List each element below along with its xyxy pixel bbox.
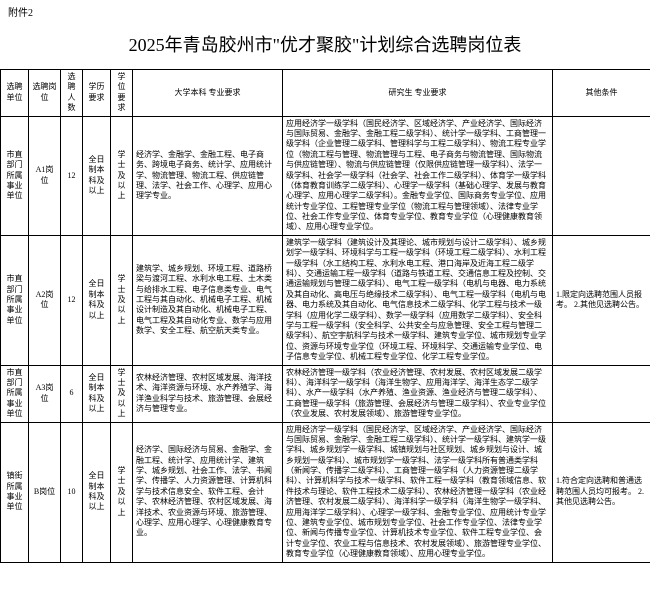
cell-count: 10 bbox=[61, 422, 83, 562]
position-table: 选聘单位 选聘岗位 选聘人数 学历要求 学位要求 大学本科 专业要求 研究生 专… bbox=[0, 69, 650, 563]
table-row: 市直部门所属事业单位 A2岗位 12 全日制本科及以上 学士及以上 建筑学、城乡… bbox=[1, 235, 650, 365]
cell-unit: 市直部门所属事业单位 bbox=[1, 235, 29, 365]
cell-other: 1.限定向选聘范围人员报考。 2.其他见选聘公告。 bbox=[553, 235, 650, 365]
cell-position: A2岗位 bbox=[29, 235, 61, 365]
cell-education: 全日制本科及以上 bbox=[83, 365, 111, 422]
cell-count: 12 bbox=[61, 235, 83, 365]
cell-other: 1.符合定向选聘和普通选聘范围人员均可报考。 2.其他见选聘公告。 bbox=[553, 422, 650, 562]
table-header-row: 选聘单位 选聘岗位 选聘人数 学历要求 学位要求 大学本科 专业要求 研究生 专… bbox=[1, 70, 650, 117]
attachment-label: 附件2 bbox=[0, 0, 650, 23]
header-other: 其他条件 bbox=[553, 70, 650, 117]
cell-undergrad: 农林经济管理、农村区域发展、海洋技术、海洋资源与环境、水产养殖学、海洋渔业科学与… bbox=[133, 365, 283, 422]
cell-unit: 镇街所属事业单位 bbox=[1, 422, 29, 562]
table-row: 镇街所属事业单位 B岗位 10 全日制本科及以上 学士及以上 经济学、国际经济与… bbox=[1, 422, 650, 562]
cell-unit: 市直部门所属事业单位 bbox=[1, 365, 29, 422]
cell-education: 全日制本科及以上 bbox=[83, 422, 111, 562]
cell-undergrad: 经济学、金融学、金融工程、电子商务、跨境电子商务、统计学、应用统计学、物流管理、… bbox=[133, 116, 283, 235]
cell-degree: 学士及以上 bbox=[111, 365, 133, 422]
cell-undergrad: 建筑学、城乡规划、环境工程、道路桥梁与渡河工程、水利水电工程、土木类与给排水工程… bbox=[133, 235, 283, 365]
cell-grad: 应用经济学一级学科（国民经济学、区域经济学、产业经济学、国际经济与国际贸易、金融… bbox=[283, 422, 553, 562]
cell-degree: 学士及以上 bbox=[111, 116, 133, 235]
header-degree: 学位要求 bbox=[111, 70, 133, 117]
cell-degree: 学士及以上 bbox=[111, 235, 133, 365]
cell-position: A3岗位 bbox=[29, 365, 61, 422]
table-row: 市直部门所属事业单位 A3岗位 6 全日制本科及以上 学士及以上 农林经济管理、… bbox=[1, 365, 650, 422]
cell-grad: 农林经济管理一级学科（农业经济管理、农村发展、农村区域发展二级学科）、海洋科学一… bbox=[283, 365, 553, 422]
page-title: 2025年青岛胶州市"优才聚胶"计划综合选聘岗位表 bbox=[0, 23, 650, 69]
cell-position: A1岗位 bbox=[29, 116, 61, 235]
cell-other bbox=[553, 116, 650, 235]
header-education: 学历要求 bbox=[83, 70, 111, 117]
cell-grad: 应用经济学一级学科（国民经济学、区域经济学、产业经济学、国际经济与国际贸易、金融… bbox=[283, 116, 553, 235]
cell-education: 全日制本科及以上 bbox=[83, 235, 111, 365]
cell-degree: 学士及以上 bbox=[111, 422, 133, 562]
cell-education: 全日制本科及以上 bbox=[83, 116, 111, 235]
header-count: 选聘人数 bbox=[61, 70, 83, 117]
header-undergrad: 大学本科 专业要求 bbox=[133, 70, 283, 117]
cell-unit: 市直部门所属事业单位 bbox=[1, 116, 29, 235]
cell-position: B岗位 bbox=[29, 422, 61, 562]
header-position: 选聘岗位 bbox=[29, 70, 61, 117]
cell-undergrad: 经济学、国际经济与贸易、金融学、金融工程、统计学、应用统计学、建筑学、城乡规划、… bbox=[133, 422, 283, 562]
header-unit: 选聘单位 bbox=[1, 70, 29, 117]
cell-count: 12 bbox=[61, 116, 83, 235]
cell-grad: 建筑学一级学科（建筑设计及其理论、城市规划与设计二级学科）、城乡规划学一级学科、… bbox=[283, 235, 553, 365]
cell-count: 6 bbox=[61, 365, 83, 422]
cell-other bbox=[553, 365, 650, 422]
header-grad: 研究生 专业要求 bbox=[283, 70, 553, 117]
table-row: 市直部门所属事业单位 A1岗位 12 全日制本科及以上 学士及以上 经济学、金融… bbox=[1, 116, 650, 235]
